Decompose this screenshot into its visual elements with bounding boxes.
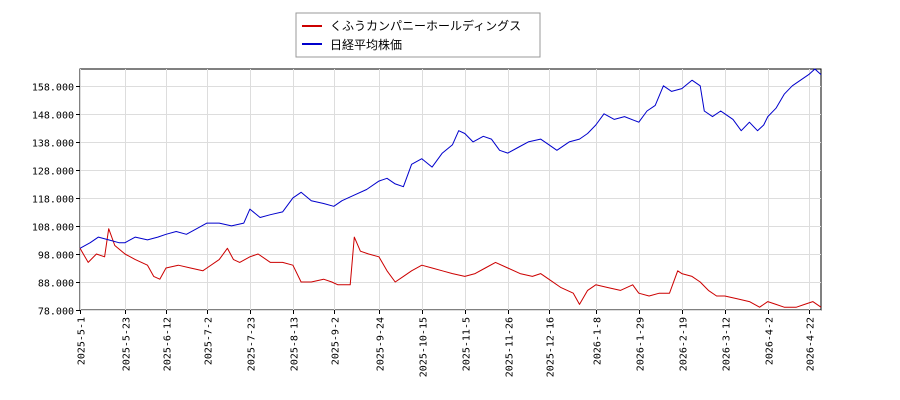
series-line-2 — [79, 68, 822, 249]
x-tick-label: 2026-1-8 — [593, 317, 604, 365]
x-tick-label: 2026-2-19 — [679, 317, 690, 371]
x-tick-label: 2025-12-16 — [546, 317, 557, 377]
x-tick-label: 2025-9-24 — [376, 317, 387, 371]
y-axis: 78.000 88.000 98.000 108.000 118.000 128.000 1… — [32, 83, 80, 318]
y-tick-label: 138.000 — [32, 139, 74, 150]
grid-lines — [80, 69, 821, 311]
x-tick-label: 2026-3-12 — [722, 317, 733, 371]
x-tick-label: 2025-8-13 — [290, 317, 301, 371]
x-axis: 2025-5-1 2025-5-23 2025-6-12 2025-7-2 2025-7… — [77, 310, 817, 377]
y-tick-label: 98.000 — [38, 251, 74, 262]
y-tick-label: 108.000 — [32, 223, 74, 234]
x-tick-label: 2025-7-23 — [247, 317, 258, 371]
x-tick-label: 2026-4-2 — [765, 317, 776, 365]
x-tick-label: 2026-4-22 — [806, 317, 817, 371]
legend-label-series-1: くふうカンパニーホールディングス — [330, 18, 521, 33]
y-tick-label: 118.000 — [32, 195, 74, 206]
series-lines — [79, 68, 822, 308]
x-tick-label: 2025-5-1 — [77, 317, 88, 365]
x-tick-label: 2025-11-5 — [462, 317, 473, 371]
legend: くふうカンパニーホールディングス 日経平均株価 — [295, 12, 541, 58]
x-tick-label: 2025-11-26 — [505, 317, 516, 377]
legend-label-series-2: 日経平均株価 — [330, 37, 402, 52]
x-tick-label: 2025-10-15 — [419, 317, 430, 377]
y-tick-label: 128.000 — [32, 167, 74, 178]
x-tick-label: 2025-5-23 — [122, 317, 133, 371]
y-tick-label: 148.000 — [32, 111, 74, 122]
y-tick-label: 78.000 — [38, 307, 74, 318]
x-tick-label: 2026-1-29 — [636, 317, 647, 371]
x-tick-label: 2025-7-2 — [204, 317, 215, 365]
plot-area — [79, 68, 822, 311]
legend-box — [295, 12, 541, 58]
y-tick-label: 88.000 — [38, 279, 74, 290]
x-tick-label: 2025-9-2 — [331, 317, 342, 365]
series-line-1 — [79, 228, 822, 308]
x-tick-label: 2025-6-12 — [163, 317, 174, 371]
y-tick-label: 158.000 — [32, 83, 74, 94]
